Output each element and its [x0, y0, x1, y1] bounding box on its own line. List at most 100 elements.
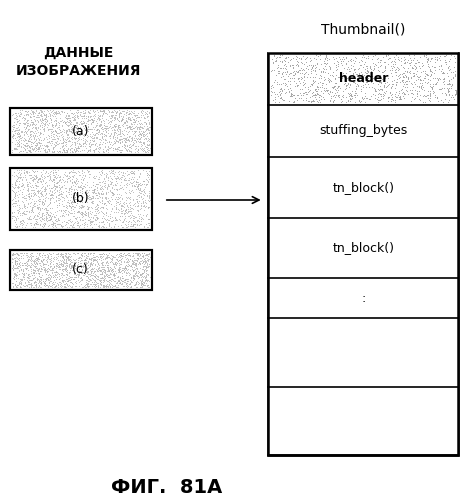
Point: [295, 74, 303, 82]
Point: [120, 216, 128, 224]
Point: [77, 251, 85, 259]
Point: [134, 199, 142, 207]
Point: [450, 63, 457, 71]
Point: [102, 270, 109, 278]
Point: [329, 88, 336, 96]
Point: [89, 130, 96, 138]
Point: [39, 202, 47, 209]
Point: [42, 210, 50, 218]
Point: [82, 126, 90, 134]
Point: [86, 250, 94, 258]
Point: [56, 212, 63, 220]
Point: [137, 193, 145, 201]
Point: [32, 174, 40, 182]
Point: [138, 124, 146, 132]
Point: [12, 214, 19, 222]
Point: [357, 82, 365, 90]
Point: [11, 218, 19, 226]
Point: [51, 121, 58, 129]
Point: [91, 186, 98, 194]
Point: [68, 138, 76, 146]
Point: [23, 262, 31, 270]
Point: [42, 148, 49, 156]
Point: [112, 114, 119, 122]
Point: [45, 278, 52, 285]
Point: [41, 179, 48, 187]
Point: [54, 280, 61, 288]
Point: [106, 282, 114, 290]
Point: [137, 270, 144, 278]
Point: [146, 135, 153, 143]
Point: [46, 136, 53, 144]
Point: [13, 257, 21, 265]
Point: [49, 210, 57, 218]
Point: [127, 176, 134, 184]
Point: [95, 114, 103, 122]
Point: [80, 146, 87, 154]
Point: [69, 264, 77, 272]
Point: [76, 142, 84, 150]
Point: [107, 217, 114, 225]
Point: [79, 263, 86, 271]
Point: [76, 209, 83, 217]
Point: [29, 268, 37, 276]
Point: [277, 80, 285, 88]
Point: [269, 83, 277, 91]
Point: [61, 282, 68, 290]
Point: [66, 204, 74, 212]
Point: [10, 216, 18, 224]
Point: [41, 145, 49, 153]
Point: [15, 260, 22, 268]
Point: [19, 113, 27, 121]
Point: [69, 222, 77, 230]
Point: [32, 135, 39, 143]
Point: [142, 130, 150, 138]
Point: [64, 210, 72, 218]
Point: [116, 212, 124, 220]
Point: [145, 283, 152, 291]
Point: [97, 168, 104, 175]
Point: [55, 264, 62, 272]
Point: [33, 259, 40, 267]
Point: [28, 248, 36, 256]
Point: [57, 176, 64, 184]
Point: [69, 110, 76, 118]
Point: [428, 54, 436, 62]
Point: [91, 146, 98, 154]
Point: [430, 63, 438, 71]
Point: [62, 136, 70, 143]
Point: [37, 177, 45, 185]
Point: [32, 191, 40, 199]
Point: [25, 122, 32, 130]
Point: [101, 194, 109, 202]
Point: [141, 258, 149, 266]
Point: [32, 112, 40, 120]
Point: [439, 69, 447, 77]
Point: [70, 259, 77, 267]
Point: [76, 186, 84, 194]
Point: [133, 254, 141, 262]
Point: [90, 271, 97, 279]
Point: [104, 266, 111, 274]
Point: [18, 276, 26, 284]
Point: [58, 192, 66, 200]
Point: [75, 134, 83, 142]
Point: [26, 253, 33, 261]
Point: [122, 205, 130, 213]
Point: [44, 208, 51, 216]
Point: [80, 260, 88, 268]
Point: [135, 138, 143, 145]
Point: [82, 121, 90, 129]
Point: [60, 117, 67, 125]
Point: [380, 88, 387, 96]
Point: [18, 182, 25, 190]
Point: [29, 274, 37, 282]
Point: [56, 196, 64, 203]
Point: [141, 257, 148, 265]
Point: [145, 191, 153, 199]
Point: [80, 256, 88, 264]
Point: [102, 138, 109, 146]
Point: [93, 257, 101, 265]
Point: [25, 200, 32, 208]
Point: [50, 173, 57, 181]
